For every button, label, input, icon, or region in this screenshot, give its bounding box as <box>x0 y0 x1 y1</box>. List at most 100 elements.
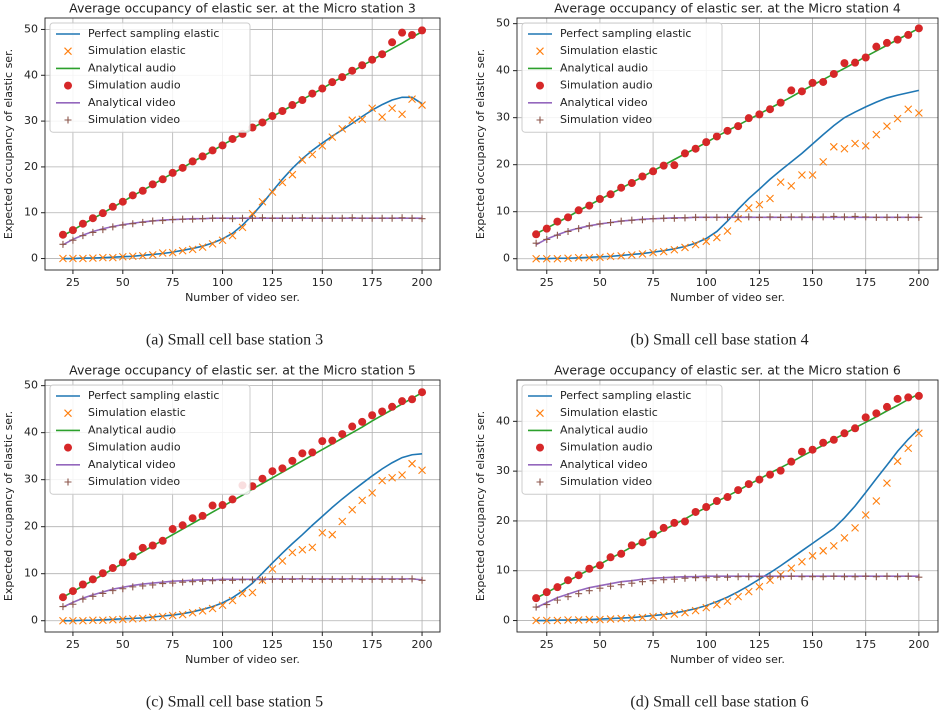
data-point <box>787 86 796 95</box>
data-point <box>358 214 366 222</box>
data-point <box>338 214 346 222</box>
y-tick-label: 30 <box>496 111 510 124</box>
data-point <box>398 575 406 583</box>
data-point <box>893 35 902 44</box>
data-point <box>378 113 387 121</box>
y-tick-label: 0 <box>31 614 38 627</box>
data-point <box>872 213 880 221</box>
data-point <box>745 573 753 581</box>
subplot: 25 50 75 100 125 150 175 200 0 10 20 30 40 50 Perfect … <box>2 1 441 349</box>
data-point <box>248 209 257 218</box>
data-point <box>278 575 286 583</box>
data-point <box>606 252 615 261</box>
data-point <box>574 616 583 624</box>
data-point <box>338 73 347 82</box>
data-point <box>188 157 197 166</box>
data-point <box>208 604 217 613</box>
data-point <box>861 141 870 150</box>
data-point <box>308 214 316 222</box>
x-tick-label: 25 <box>540 276 554 289</box>
data-point <box>308 150 317 159</box>
data-point <box>798 557 806 566</box>
data-point <box>348 66 357 75</box>
legend-label: Simulation video <box>88 113 180 126</box>
x-tick-label: 150 <box>312 276 333 289</box>
axes-frame <box>516 379 939 633</box>
data-point <box>108 615 117 624</box>
data-point <box>258 197 267 206</box>
data-point <box>188 514 197 523</box>
data-point <box>808 551 817 560</box>
data-point <box>98 253 107 262</box>
data-point <box>851 212 859 220</box>
data-point <box>617 183 626 192</box>
data-point <box>208 239 217 248</box>
data-point <box>649 167 658 176</box>
data-point <box>69 236 77 244</box>
data-point <box>564 213 573 222</box>
data-point <box>872 130 881 139</box>
data-point <box>288 548 297 557</box>
data-point <box>606 553 615 562</box>
data-point <box>348 214 356 222</box>
legend-box <box>521 22 723 133</box>
data-point <box>585 222 593 230</box>
data-point <box>638 578 646 586</box>
data-point <box>819 438 828 447</box>
data-point <box>118 252 127 261</box>
data-point <box>268 565 277 573</box>
data-point <box>99 226 107 234</box>
data-point <box>78 580 87 589</box>
data-point <box>118 615 127 624</box>
legend-swatch <box>64 81 72 90</box>
data-point <box>914 391 923 400</box>
data-point <box>691 507 700 516</box>
data-point <box>258 576 266 584</box>
data-point <box>904 444 913 453</box>
data-point <box>777 573 785 581</box>
data-point <box>198 152 207 161</box>
data-point <box>702 237 711 246</box>
data-point <box>840 213 848 221</box>
x-tick-label: 75 <box>166 276 180 289</box>
data-point <box>218 141 227 150</box>
data-point <box>418 215 426 223</box>
y-tick-label: 20 <box>24 520 38 533</box>
x-tick-label: 150 <box>802 638 823 651</box>
data-point <box>755 110 764 119</box>
data-point <box>596 615 604 624</box>
data-point <box>338 517 347 526</box>
data-point <box>308 543 317 552</box>
data-point <box>368 214 376 222</box>
data-point <box>398 397 407 406</box>
data-point <box>797 87 806 96</box>
data-point <box>118 558 127 567</box>
data-point <box>418 101 426 109</box>
legend-label: Analytical video <box>88 458 176 471</box>
data-point <box>702 574 710 582</box>
x-axis-label: Number of video ser. <box>670 653 785 666</box>
y-tick-label: 40 <box>496 64 510 77</box>
data-point <box>408 30 417 39</box>
data-point <box>862 213 870 221</box>
data-point <box>88 214 97 223</box>
x-tick-label: 150 <box>802 276 823 289</box>
data-point <box>298 156 307 164</box>
data-point <box>840 429 849 438</box>
data-point <box>158 175 167 184</box>
data-point <box>532 594 541 603</box>
data-point <box>840 144 849 153</box>
data-point <box>388 575 396 583</box>
data-point <box>198 511 207 520</box>
data-point <box>627 614 636 622</box>
data-point <box>776 178 785 186</box>
data-point <box>617 217 625 225</box>
data-point <box>670 518 679 527</box>
x-tick-label: 200 <box>412 638 433 651</box>
data-point <box>574 253 583 262</box>
data-point <box>829 435 838 444</box>
data-point <box>168 611 177 620</box>
data-point <box>574 571 583 580</box>
data-point <box>209 577 217 585</box>
data-point <box>408 459 416 468</box>
